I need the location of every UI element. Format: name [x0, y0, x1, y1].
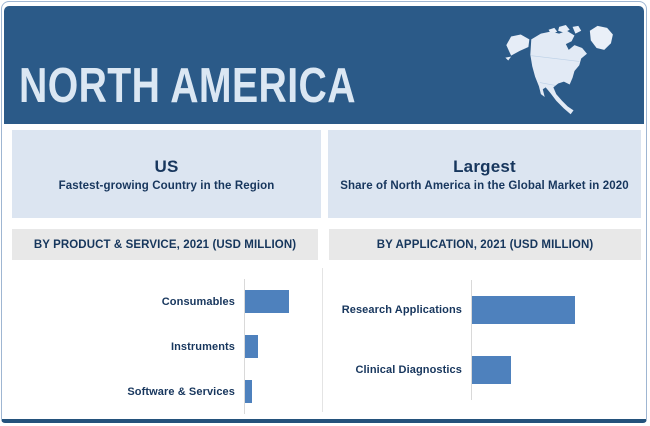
highlight-subheading: Share of North America in the Global Mar… [340, 179, 629, 192]
charts-area: Consumables Instruments Software & Service… [2, 266, 646, 416]
bar-track [244, 324, 319, 369]
bar [245, 380, 252, 403]
bar-chart-by-product-service: Consumables Instruments Software & Service… [12, 266, 319, 416]
highlight-heading: Largest [453, 156, 516, 176]
bar [245, 290, 289, 313]
bar [472, 296, 575, 324]
center-divider [322, 268, 323, 412]
bar-label: Software & Services [127, 385, 235, 398]
largest-share-highlight-panel: Largest Share of North America in the Gl… [328, 130, 641, 218]
header-banner: NORTH AMERICA [4, 6, 644, 124]
chart-row: Software & Services [12, 369, 319, 414]
highlight-subheading: Fastest-growing Country in the Region [58, 179, 275, 192]
bar [472, 356, 511, 384]
bar [245, 335, 258, 358]
bar-track [244, 369, 319, 414]
us-highlight-panel: US Fastest-growing Country in the Region [12, 130, 321, 218]
chart-row: Clinical Diagnostics [324, 340, 642, 400]
chart-row: Instruments [12, 324, 319, 369]
highlight-heading: US [154, 156, 179, 176]
bar-label: Clinical Diagnostics [355, 364, 462, 376]
bar-track [244, 279, 319, 324]
bar-label: Research Applications [341, 304, 462, 316]
bar-track [471, 280, 642, 340]
chart-row: Consumables [12, 279, 319, 324]
region-title: NORTH AMERICA [19, 59, 356, 113]
bar-chart-by-application: Research Applications Clinical Diagnostic… [324, 266, 642, 416]
bar-track [471, 340, 642, 400]
section-header-product-service: BY PRODUCT & SERVICE, 2021 (USD MILLION) [12, 229, 318, 260]
section-header-application: BY APPLICATION, 2021 (USD MILLION) [329, 229, 641, 260]
north-america-map-icon [505, 24, 613, 115]
bar-label: Consumables [161, 295, 235, 308]
bar-label: Instruments [170, 340, 235, 353]
chart-row: Research Applications [324, 280, 642, 340]
